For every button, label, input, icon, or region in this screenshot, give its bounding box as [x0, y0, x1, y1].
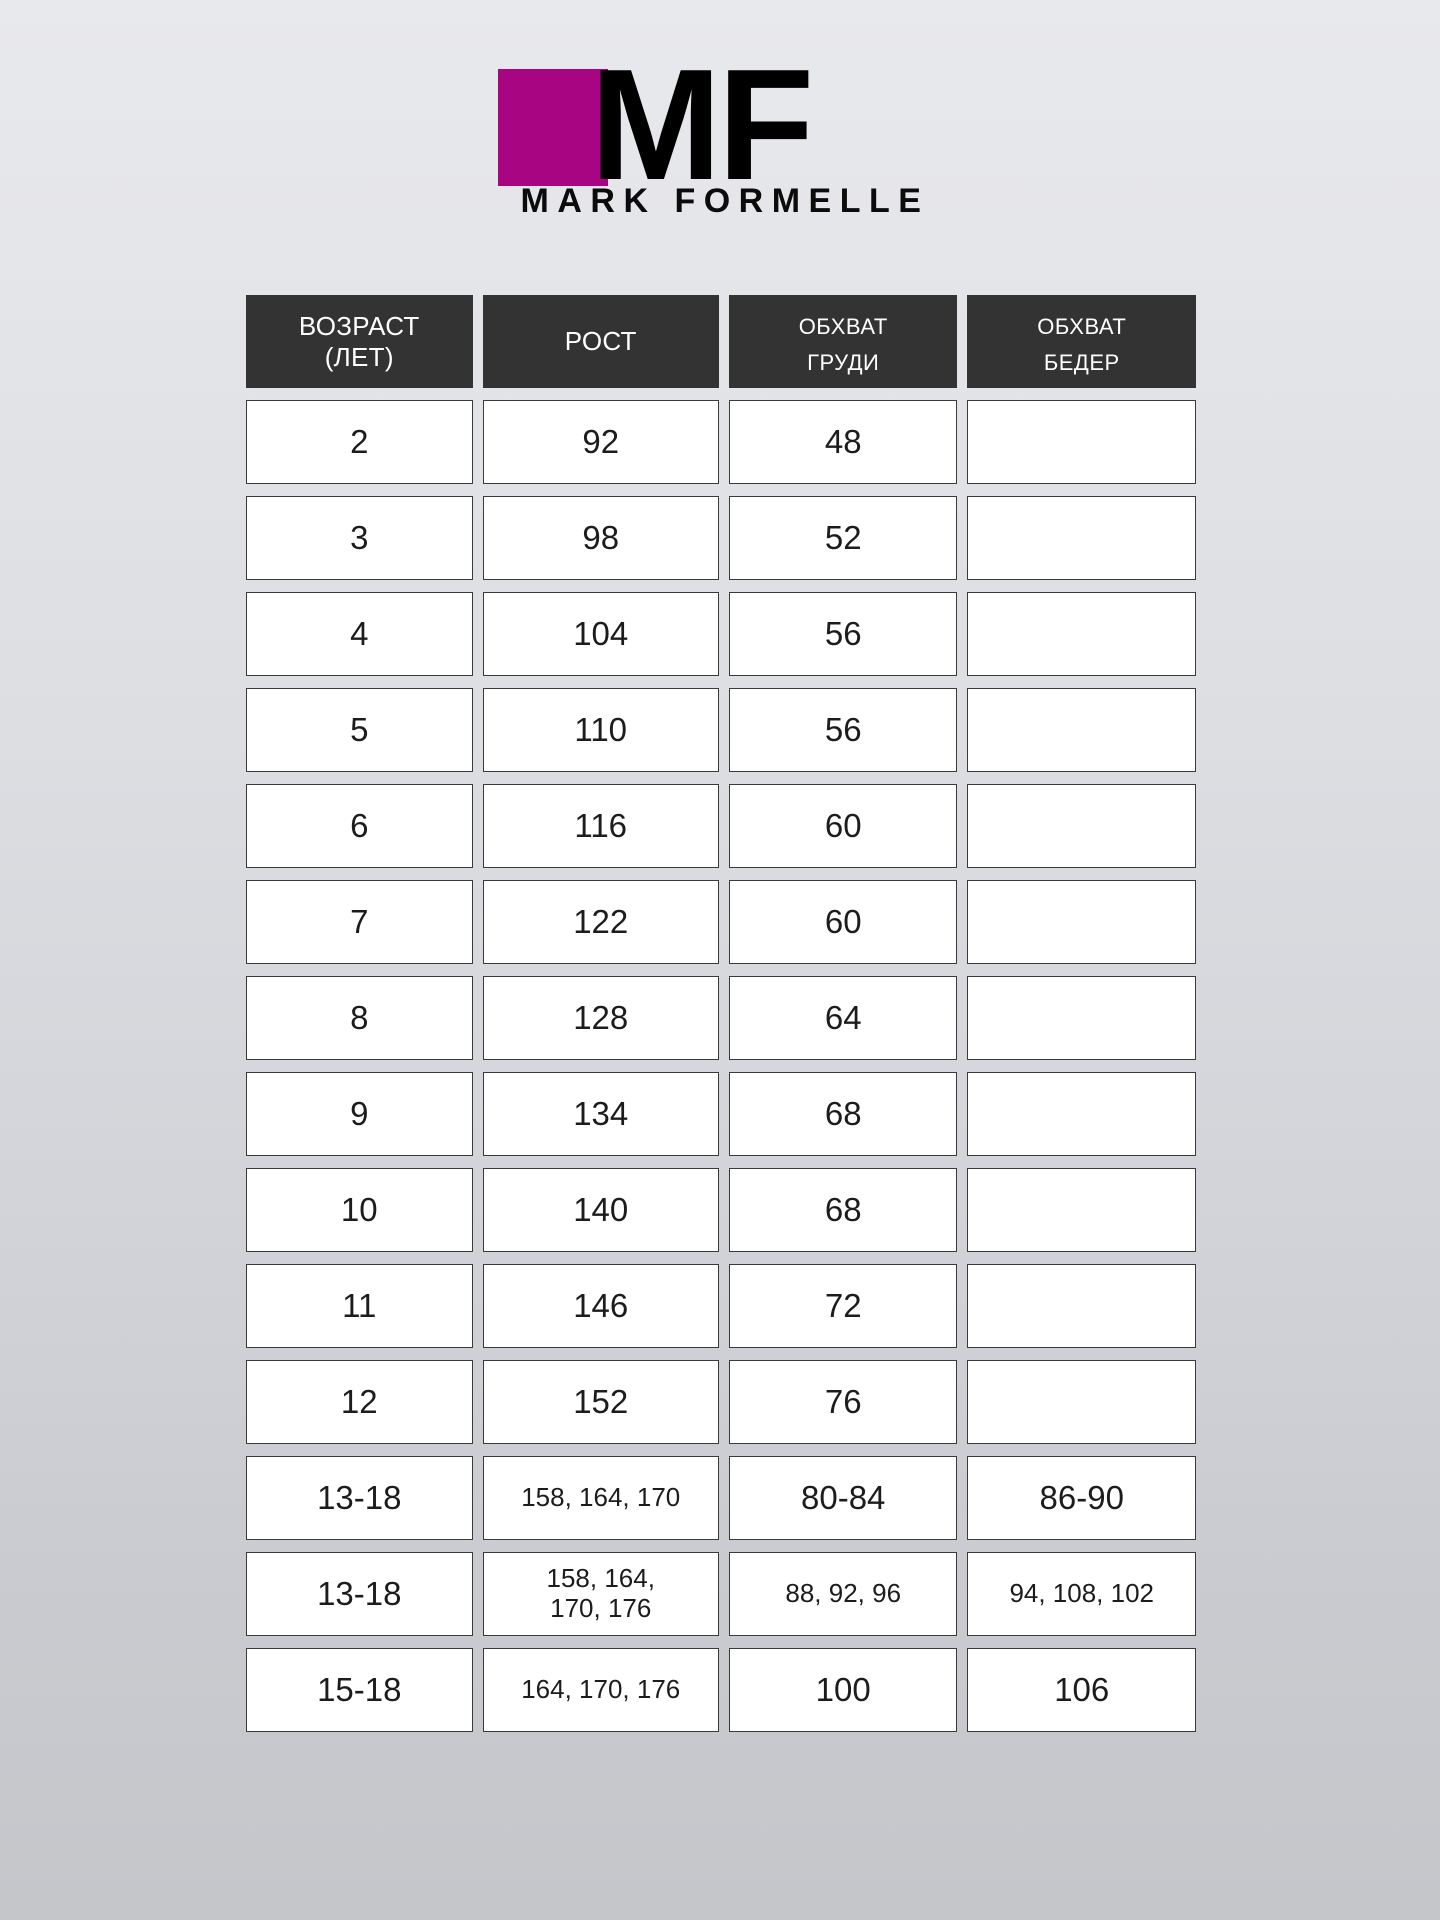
cell-hips [967, 1264, 1196, 1348]
cell-chest: 52 [728, 496, 958, 580]
column-header-hips: Обхват бедер [967, 295, 1196, 388]
cell-age: 3 [246, 496, 473, 580]
cell-chest: 48 [728, 400, 958, 484]
cell-age: 15-18 [246, 1648, 473, 1732]
cell-age: 7 [246, 880, 473, 964]
cell-age: 2 [246, 400, 473, 484]
table-row: 4 104 56 [246, 592, 1196, 676]
table-header-row: ВОЗРАСТ (ЛЕТ) РОСТ Обхват груди Обхват б… [246, 295, 1196, 388]
cell-chest: 100 [728, 1648, 958, 1732]
cell-height: 164, 170, 176 [482, 1648, 719, 1732]
cell-hips [967, 496, 1196, 580]
cell-chest: 56 [728, 592, 958, 676]
cell-chest: 68 [728, 1168, 958, 1252]
table-row: 10 140 68 [246, 1168, 1196, 1252]
column-header-chest: Обхват груди [728, 295, 958, 388]
table-row: 12 152 76 [246, 1360, 1196, 1444]
cell-chest: 76 [728, 1360, 958, 1444]
cell-height: 134 [482, 1072, 719, 1156]
cell-height: 128 [482, 976, 719, 1060]
table-row: 2 92 48 [246, 400, 1196, 484]
cell-height: 92 [482, 400, 719, 484]
cell-age: 9 [246, 1072, 473, 1156]
table-row: 11 146 72 [246, 1264, 1196, 1348]
cell-height: 116 [482, 784, 719, 868]
cell-age: 4 [246, 592, 473, 676]
cell-height: 158, 164, 170 [482, 1456, 719, 1540]
table-row: 3 98 52 [246, 496, 1196, 580]
cell-age: 13-18 [246, 1456, 473, 1540]
cell-hips: 86-90 [967, 1456, 1196, 1540]
cell-chest: 88, 92, 96 [728, 1552, 958, 1636]
cell-age: 12 [246, 1360, 473, 1444]
cell-height: 98 [482, 496, 719, 580]
cell-height: 110 [482, 688, 719, 772]
cell-hips [967, 1360, 1196, 1444]
cell-hips [967, 1072, 1196, 1156]
logo-magenta-square [498, 69, 608, 186]
cell-hips [967, 1168, 1196, 1252]
cell-chest: 60 [728, 880, 958, 964]
cell-chest: 68 [728, 1072, 958, 1156]
cell-age: 8 [246, 976, 473, 1060]
cell-height: 122 [482, 880, 719, 964]
table-row: 7 122 60 [246, 880, 1196, 964]
cell-hips [967, 880, 1196, 964]
size-chart-table: ВОЗРАСТ (ЛЕТ) РОСТ Обхват груди Обхват б… [246, 295, 1196, 1732]
cell-hips [967, 784, 1196, 868]
table-row: 6 116 60 [246, 784, 1196, 868]
column-header-age: ВОЗРАСТ (ЛЕТ) [246, 295, 473, 388]
cell-hips: 94, 108, 102 [967, 1552, 1196, 1636]
cell-age: 5 [246, 688, 473, 772]
cell-hips [967, 976, 1196, 1060]
cell-hips [967, 400, 1196, 484]
cell-chest: 80-84 [728, 1456, 958, 1540]
table-row: 5 110 56 [246, 688, 1196, 772]
table-row: 9 134 68 [246, 1072, 1196, 1156]
cell-chest: 64 [728, 976, 958, 1060]
logo-wordmark: MARK FORMELLE [520, 182, 930, 220]
cell-age: 10 [246, 1168, 473, 1252]
cell-height: 158, 164, 170, 176 [482, 1552, 719, 1636]
cell-age: 6 [246, 784, 473, 868]
cell-height: 140 [482, 1168, 719, 1252]
table-row: 8 128 64 [246, 976, 1196, 1060]
table-row: 13-18 158, 164, 170 80-84 86-90 [246, 1456, 1196, 1540]
cell-chest: 56 [728, 688, 958, 772]
cell-hips [967, 592, 1196, 676]
table-row: 15-18 164, 170, 176 100 106 [246, 1648, 1196, 1732]
cell-hips: 106 [967, 1648, 1196, 1732]
cell-height: 104 [482, 592, 719, 676]
cell-height: 152 [482, 1360, 719, 1444]
brand-logo: MF MARK FORMELLE [0, 46, 1440, 246]
cell-age: 11 [246, 1264, 473, 1348]
cell-height: 146 [482, 1264, 719, 1348]
cell-chest: 72 [728, 1264, 958, 1348]
column-header-height: РОСТ [482, 295, 719, 388]
cell-age: 13-18 [246, 1552, 473, 1636]
logo-mark: MF [490, 46, 950, 204]
logo-letters-mf: MF [590, 37, 814, 213]
cell-chest: 60 [728, 784, 958, 868]
table-row: 13-18 158, 164, 170, 176 88, 92, 96 94, 108… [246, 1552, 1196, 1636]
cell-hips [967, 688, 1196, 772]
